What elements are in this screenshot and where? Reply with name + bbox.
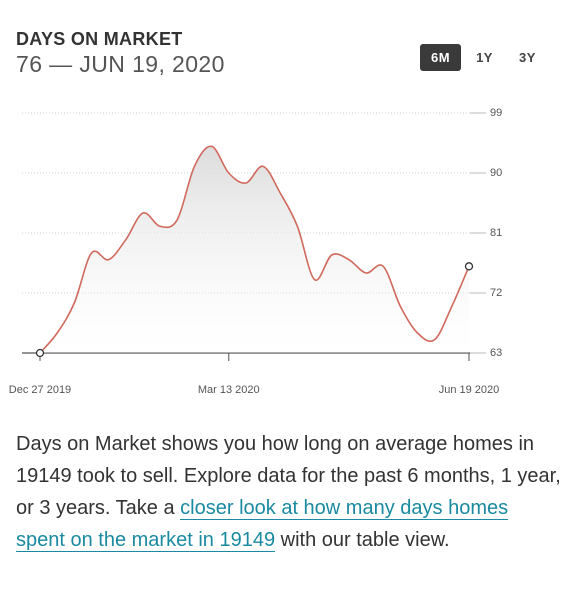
range-button[interactable]: 1Y [476, 50, 493, 65]
y-tick-label: 63 [490, 347, 502, 359]
chart-title: DAYS ON MARKET [16, 29, 183, 49]
y-tick-label: 81 [490, 227, 502, 239]
y-tick-label: 90 [490, 167, 502, 179]
y-tick-label: 72 [490, 287, 502, 299]
chart-subtitle: 76 — JUN 19, 2020 [16, 51, 225, 77]
range-button[interactable]: 3Y [518, 50, 536, 65]
area [40, 146, 469, 353]
point [464, 262, 474, 271]
x-tick-label: Jun 19 2020 [439, 384, 500, 396]
y-tick-label: 99 [490, 107, 502, 119]
point [35, 348, 45, 358]
table-view-link[interactable]: closer look at how many days homes spent… [16, 497, 509, 552]
range-button[interactable]: 6M [420, 44, 462, 71]
description: Days on Market shows you how long on ave… [16, 428, 561, 556]
x-tick-label: Dec 27 2019 [9, 384, 71, 396]
line [39, 145, 470, 354]
description-text: with our table view. [280, 529, 450, 551]
range-selector: 6M 1Y 3Y [420, 44, 547, 71]
x-tick-label: Mar 13 2020 [198, 384, 260, 396]
chart: 63 72 81 90 99 Dec 27 2019 Mar 13 2020 Jun 19 2… [9, 107, 502, 396]
description-text: Days on Market shows you how long on ave… [16, 433, 561, 519]
